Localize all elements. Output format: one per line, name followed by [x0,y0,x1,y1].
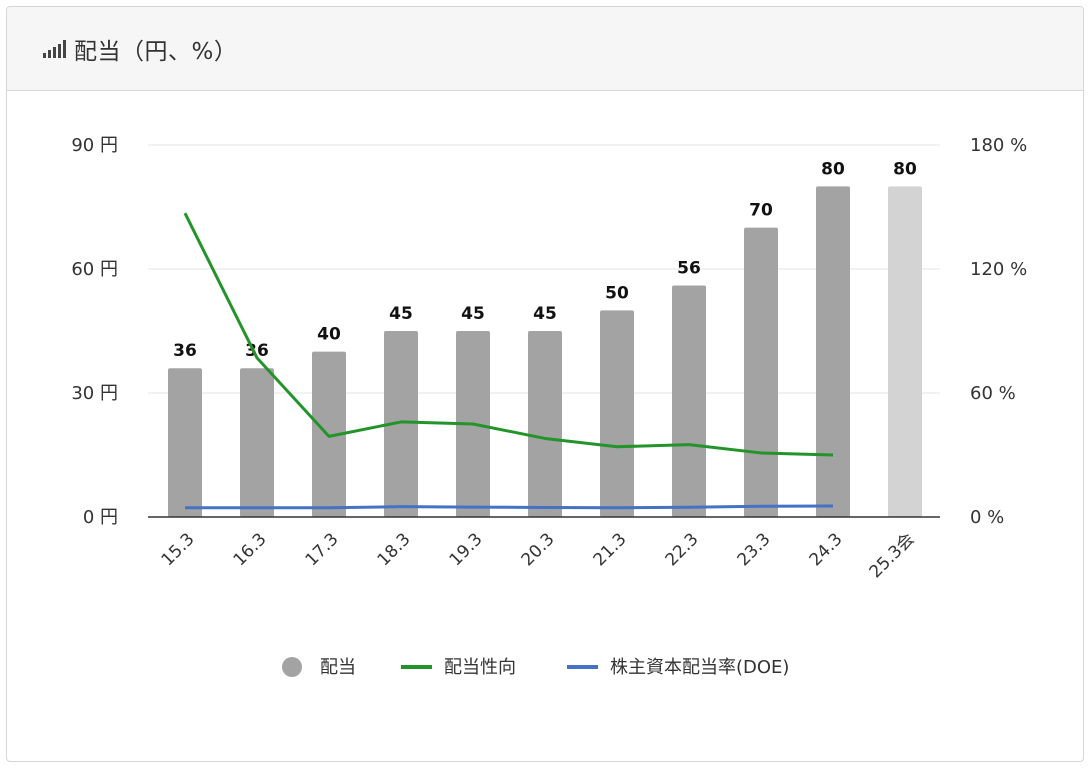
legend-label: 配当性向 [444,657,516,678]
x-tick-label: 24.3 [806,529,847,570]
y-left-tick-label: 90 円 [71,135,118,156]
y-right-tick-label: 180 % [970,135,1027,156]
y-right-tick-label: 0 % [970,507,1004,528]
bar-data-label: 80 [821,159,845,179]
legend-marker-dividend [282,657,302,677]
bar-dividend [528,331,562,517]
bar-dividend [240,368,274,517]
y-left-tick-label: 0 円 [83,507,118,528]
bar-data-label: 45 [533,304,557,324]
bar-data-label: 70 [749,201,773,221]
bar-data-label: 40 [317,325,341,345]
x-tick-label: 20.3 [518,529,559,570]
bar-dividend [384,331,418,517]
bar-data-label: 45 [389,304,413,324]
bar-data-label: 36 [173,341,197,361]
bar-data-label: 45 [461,304,485,324]
y-right-tick-label: 60 % [970,383,1016,404]
legend-label: 株主資本配当率(DOE) [610,657,789,678]
x-tick-label: 15.3 [158,529,199,570]
y-left-tick-label: 60 円 [71,259,118,280]
bar-dividend [888,186,922,518]
x-tick-label: 19.3 [446,529,487,570]
bar-dividend [816,186,850,518]
card-header: 配当（円、%） [7,7,1083,91]
x-tick-label: 25.3会 [866,529,919,582]
bar-dividend [168,368,202,517]
x-tick-label: 17.3 [302,529,343,570]
x-tick-label: 16.3 [230,529,271,570]
legend-label: 配当 [320,657,356,678]
x-tick-label: 22.3 [662,529,703,570]
bar-dividend [672,285,706,517]
bar-data-label: 50 [605,283,629,303]
y-left-tick-label: 30 円 [71,383,118,404]
bar-data-label: 56 [677,259,701,279]
bar-data-label: 80 [893,159,917,179]
bar-dividend [744,227,778,517]
card-title: 配当（円、%） [74,38,238,65]
bar-dividend [600,310,634,517]
y-right-tick-label: 120 % [970,259,1027,280]
series-line [185,504,834,510]
x-tick-label: 23.3 [734,529,775,570]
x-tick-label: 18.3 [374,529,415,570]
series-line [183,212,834,457]
bar-signal-icon [43,39,66,58]
x-tick-label: 21.3 [590,529,631,570]
